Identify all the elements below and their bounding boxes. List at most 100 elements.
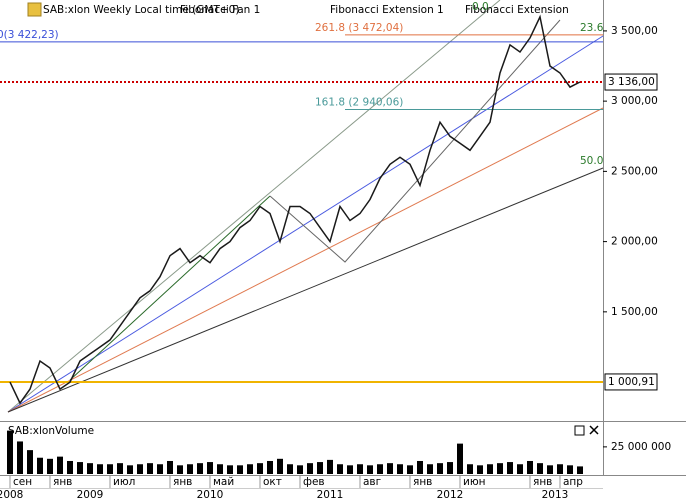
year-label: 2013 [542, 489, 569, 501]
fan-line [7, 35, 604, 413]
year-label: 2012 [437, 489, 464, 501]
volume-bar [537, 463, 543, 474]
volume-bar [57, 456, 63, 474]
volume-bar [67, 460, 73, 474]
volume-bar [457, 443, 463, 474]
toolbar: SAB:xlon Weekly Local time (GMT+0) [27, 2, 239, 17]
volume-bar [357, 464, 363, 474]
year-label: 2010 [197, 489, 224, 501]
close-button[interactable] [589, 425, 599, 435]
volume-bar [137, 464, 143, 474]
fan-line [69, 195, 271, 381]
x-tick-label: сен [13, 476, 32, 488]
volume-bar [577, 466, 583, 474]
volume-bar [127, 465, 133, 474]
volume-bar [167, 460, 173, 474]
fan-line [7, 167, 604, 413]
volume-bar [407, 465, 413, 474]
extension-line [269, 19, 561, 263]
volume-bar [117, 463, 123, 474]
price-line [9, 14, 581, 405]
volume-bar [27, 450, 33, 474]
toolbar-item[interactable]: Fibonacci Fan 1 [180, 4, 260, 16]
volume-bar [337, 464, 343, 474]
maximize-button[interactable] [574, 425, 585, 436]
volume-bar [477, 465, 483, 474]
chart-title: SAB:xlon Weekly Local time (GMT+0) [43, 4, 239, 16]
volume-tick-label: 25 000 000 [611, 441, 671, 453]
volume-bar [297, 465, 303, 474]
volume-bar [487, 464, 493, 474]
toolbar-item[interactable]: Fibonacci Extension 1 [330, 4, 444, 16]
price-marker-label: 3 136,00 [608, 76, 655, 88]
volume-bar [187, 464, 193, 474]
volume-bar [307, 463, 313, 474]
price-marker-box [604, 73, 658, 91]
x-tick-label: фев [303, 476, 325, 488]
x-tick-label: янв [413, 476, 432, 488]
x-tick-label: май [213, 476, 234, 488]
y-tick-label: 3 500,00 [611, 25, 658, 37]
volume-bar [277, 458, 283, 474]
volume-bar [267, 460, 273, 474]
volume-bar [367, 465, 373, 474]
volume-bar [377, 464, 383, 474]
volume-bar [317, 462, 323, 474]
volume-bar [507, 462, 513, 474]
volume-bar [327, 459, 333, 474]
y-tick-label: 1 500,00 [611, 306, 658, 318]
volume-bar [77, 462, 83, 474]
x-tick-label: янв [533, 476, 552, 488]
volume-bar [17, 441, 23, 474]
volume-bar [257, 463, 263, 474]
x-tick-label: окт [263, 476, 282, 488]
fib-label: 261.8 (3 472,04) [315, 22, 403, 34]
fan-label: 50.0 [580, 155, 603, 167]
volume-bar [47, 458, 53, 474]
volume-controls [574, 425, 599, 436]
volume-bar [527, 460, 533, 474]
fib-label: 0(3 422,23) [0, 29, 59, 41]
year-label: 2009 [77, 489, 104, 501]
volume-bar [417, 460, 423, 474]
price-marker-label: 1 000,91 [608, 376, 655, 388]
volume-bar [387, 463, 393, 474]
x-tick-label: янв [53, 476, 72, 488]
volume-bar [557, 464, 563, 474]
x-tick-label: апр [563, 476, 583, 488]
volume-bar [227, 465, 233, 474]
volume-bar [427, 464, 433, 474]
year-label: 2008 [0, 489, 23, 501]
volume-bar [177, 465, 183, 474]
volume-bar [147, 463, 153, 474]
x-tick-label: июн [463, 476, 486, 488]
year-label: 2011 [317, 489, 344, 501]
volume-bar [247, 464, 253, 474]
volume-bar [397, 464, 403, 474]
volume-title: SAB:xlonVolume [8, 425, 94, 437]
toolbar-item[interactable]: Fibonacci Extension [465, 4, 569, 16]
x-tick-label: июл [113, 476, 135, 488]
volume-bar [37, 457, 43, 474]
volume-bar [567, 465, 573, 474]
volume-bar [157, 464, 163, 474]
x-tick-label: янв [173, 476, 192, 488]
y-tick-label: 2 500,00 [611, 165, 658, 177]
volume-bar [467, 464, 473, 474]
fib-fan [7, 0, 604, 413]
fan-line [7, 0, 501, 413]
volume-bar [447, 462, 453, 474]
fan-label: 0.0 [472, 1, 489, 13]
volume-bar [7, 430, 13, 474]
symbol-icon[interactable] [27, 2, 42, 17]
price-marker-box [604, 373, 658, 391]
volume-bar [87, 463, 93, 474]
x-tick-label: авг [363, 476, 381, 488]
fan-line [7, 107, 604, 413]
volume-bar [217, 464, 223, 474]
y-tick-label: 2 000,00 [611, 236, 658, 248]
volume-bar [197, 463, 203, 474]
